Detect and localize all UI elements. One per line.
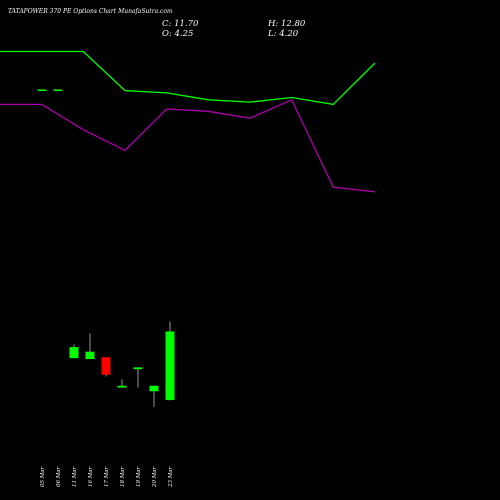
- date-tick-label: 18 Mar: [120, 466, 126, 487]
- date-tick-label: 23 Mar: [168, 466, 174, 488]
- candle-body: [101, 357, 111, 375]
- candle-body: [117, 385, 127, 388]
- indicator-lines: [0, 50, 376, 193]
- candle-body: [133, 367, 143, 370]
- chart-title: TATAPOWER 370 PE Options Chart MunafaSut…: [8, 8, 173, 15]
- candle-body: [53, 89, 63, 91]
- date-axis: 05 Mar 06 Mar 11 Mar 16 Mar 17 Mar 18 Mar 19 M…: [40, 466, 174, 488]
- date-tick-label: 06 Mar: [56, 466, 62, 487]
- candle-body: [85, 351, 95, 360]
- high-low-values: H: 12.80 L: 4.20: [268, 19, 305, 39]
- indicator-line-2: [0, 98, 376, 193]
- date-tick-label: 19 Mar: [136, 466, 142, 487]
- candle-body: [165, 331, 175, 400]
- candle-body: [149, 385, 159, 392]
- open-value: O: 4.25: [162, 29, 194, 39]
- date-tick-label: 05 Mar: [40, 466, 46, 487]
- date-tick-label: 20 Mar: [152, 466, 158, 488]
- date-tick-label: 11 Mar: [72, 466, 78, 487]
- candles: [37, 89, 175, 407]
- low-value: L: 4.20: [268, 29, 299, 39]
- high-value: H: 12.80: [268, 19, 306, 29]
- candle-body: [69, 347, 79, 359]
- open-close-values: C: 11.70 O: 4.25: [162, 19, 198, 39]
- candle-body: [37, 89, 47, 91]
- close-value: C: 11.70: [162, 19, 199, 29]
- date-tick-label: 17 Mar: [104, 466, 110, 487]
- date-tick-label: 16 Mar: [88, 466, 94, 487]
- indicator-line-1: [0, 50, 376, 106]
